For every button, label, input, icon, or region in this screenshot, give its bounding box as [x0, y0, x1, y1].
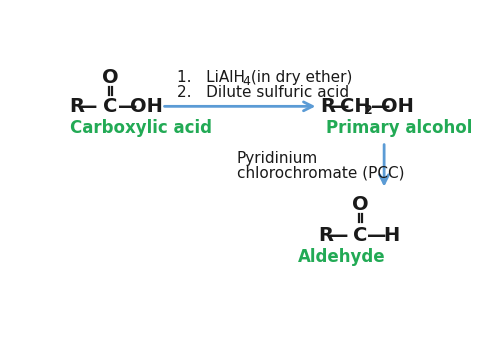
- Text: O: O: [352, 195, 368, 215]
- Text: 2.   Dilute sulfuric acid: 2. Dilute sulfuric acid: [177, 85, 350, 100]
- Text: H: H: [383, 226, 399, 245]
- Text: Aldehyde: Aldehyde: [298, 248, 386, 266]
- Text: —: —: [330, 97, 349, 116]
- Text: chlorochromate (PCC): chlorochromate (PCC): [237, 165, 404, 180]
- Text: R: R: [320, 97, 335, 116]
- Text: —: —: [368, 226, 387, 245]
- Text: Carboxylic acid: Carboxylic acid: [70, 119, 212, 137]
- Text: 2: 2: [364, 104, 373, 117]
- Text: —: —: [328, 226, 348, 245]
- Text: Pyridinium: Pyridinium: [237, 151, 318, 166]
- Text: OH: OH: [381, 97, 414, 116]
- Text: (in dry ether): (in dry ether): [246, 70, 352, 85]
- Text: —: —: [78, 97, 98, 116]
- Text: OH: OH: [130, 97, 162, 116]
- Text: Primary alcohol: Primary alcohol: [326, 119, 472, 137]
- Text: —: —: [118, 97, 138, 116]
- Text: R: R: [318, 226, 334, 245]
- Text: CH: CH: [340, 97, 371, 116]
- Text: C: C: [353, 226, 368, 245]
- Text: 1.   LiAlH: 1. LiAlH: [177, 70, 245, 85]
- Text: —: —: [370, 97, 390, 116]
- Text: R: R: [69, 97, 84, 116]
- Text: O: O: [102, 68, 119, 87]
- Text: 4: 4: [242, 75, 250, 88]
- Text: C: C: [104, 97, 118, 116]
